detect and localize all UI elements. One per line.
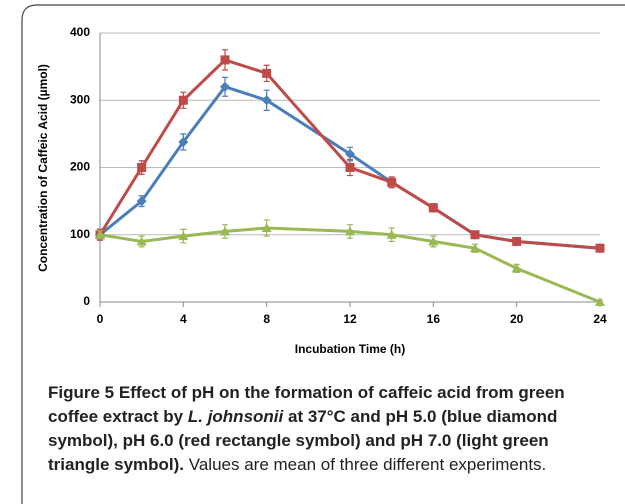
caption-title: Effect of pH on the formation of caffeic… (48, 383, 565, 426)
data-point (136, 236, 147, 246)
data-point (220, 55, 230, 65)
data-point (428, 236, 439, 246)
data-point (512, 236, 522, 246)
x-axis-label: Incubation Time (h) (295, 342, 405, 356)
figure-caption: Figure 5 Effect of pH on the formation o… (48, 381, 608, 477)
data-point (137, 163, 147, 172)
data-point (386, 229, 397, 239)
x-tick-label: 12 (343, 312, 357, 326)
data-point (95, 229, 105, 239)
caption-title-end: at 37°C and pH 5.0 (blue diamond symbol)… (48, 407, 558, 474)
data-point (261, 95, 272, 106)
data-point (428, 203, 438, 213)
data-point (511, 263, 522, 273)
x-tick-label: 20 (510, 312, 524, 326)
y-tick-label: 300 (70, 92, 90, 106)
data-point (136, 196, 147, 207)
x-tick-label: 24 (593, 312, 607, 326)
x-tick-label: 4 (180, 312, 187, 326)
data-point (470, 230, 480, 240)
x-tick-label: 0 (97, 312, 104, 326)
data-point (345, 226, 355, 236)
data-point (345, 149, 355, 160)
y-tick-label: 0 (83, 294, 90, 308)
data-point (345, 163, 355, 172)
data-point (470, 243, 480, 253)
caption-label: Figure 5 (48, 383, 115, 402)
y-tick-label: 200 (70, 160, 90, 174)
x-tick-label: 16 (427, 312, 441, 326)
data-point (220, 81, 230, 92)
y-tick-label: 100 (70, 227, 90, 241)
data-point (178, 136, 189, 147)
data-point (261, 223, 272, 233)
y-tick-label: 400 (70, 25, 90, 39)
caption-species: L. johnsonii (187, 407, 284, 426)
data-point (220, 226, 230, 236)
data-point (262, 68, 272, 78)
x-tick-label: 8 (263, 312, 270, 326)
data-point (595, 243, 605, 253)
series-line (99, 226, 601, 304)
y-axis-label: Concentration of Caffeic Acid (µmol) (36, 64, 50, 272)
data-point (595, 297, 605, 306)
data-point (178, 95, 188, 105)
data-point (387, 177, 397, 187)
figure-frame (21, 4, 625, 504)
data-point (178, 231, 189, 241)
caption-note: Values are mean of three different exper… (188, 455, 547, 474)
